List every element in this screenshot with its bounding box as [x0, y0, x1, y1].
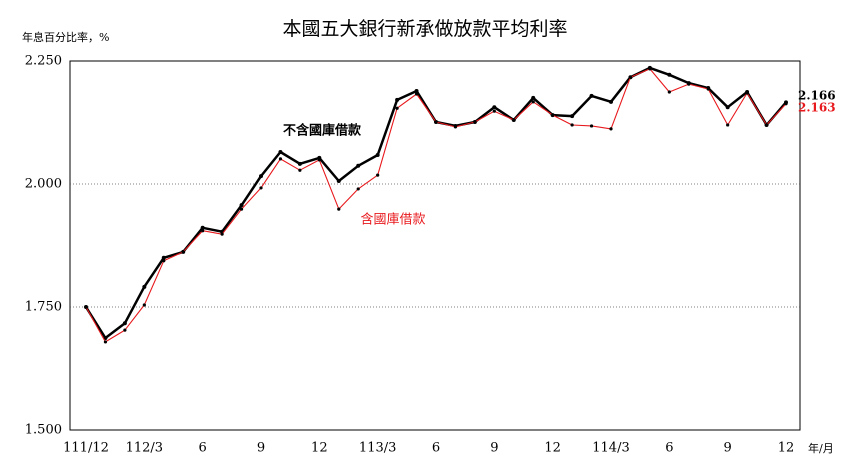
data-point: [764, 123, 769, 127]
y-tick-label: 2.000: [25, 177, 62, 192]
data-point: [123, 328, 127, 332]
x-tick-label: 113/3: [359, 441, 396, 456]
data-point: [375, 152, 380, 157]
series-label: 含國庫借款: [360, 212, 425, 228]
data-point: [181, 250, 185, 254]
data-point: [453, 125, 458, 129]
data-point: [570, 123, 574, 127]
data-point: [161, 255, 166, 260]
data-point: [648, 67, 652, 71]
data-point: [492, 109, 496, 113]
data-point: [337, 207, 341, 211]
data-point: [609, 127, 613, 131]
data-point: [142, 284, 147, 289]
x-tick-label: 6: [665, 441, 673, 456]
data-point: [492, 105, 497, 110]
data-point: [122, 321, 127, 326]
data-point: [259, 186, 263, 190]
x-tick-label: 9: [257, 441, 265, 456]
data-point: [395, 106, 399, 110]
data-point: [531, 100, 535, 104]
data-point: [376, 173, 380, 177]
chart-title: 本國五大銀行新承做放款平均利率: [282, 18, 567, 40]
data-point: [414, 92, 419, 96]
x-tick-label: 9: [490, 441, 498, 456]
series-line: [85, 68, 787, 343]
data-point: [298, 168, 302, 172]
data-point: [201, 229, 205, 233]
data-point: [589, 124, 594, 128]
data-point: [473, 120, 477, 124]
plot-frame: [69, 60, 801, 431]
x-tick-label: 6: [432, 441, 440, 456]
data-point: [200, 225, 205, 230]
data-point: [356, 187, 360, 191]
data-point: [628, 75, 633, 79]
x-tick-label: 114/3: [592, 441, 629, 456]
data-point: [745, 91, 749, 95]
x-tick-label: 112/3: [126, 441, 163, 456]
data-point: [414, 89, 419, 94]
data-point: [667, 90, 671, 94]
data-point: [784, 102, 788, 106]
data-point: [259, 174, 263, 179]
data-point: [162, 259, 166, 263]
data-point: [687, 82, 691, 86]
value-label: 2.166: [798, 89, 836, 103]
data-point: [531, 95, 536, 100]
x-tick-label: 6: [199, 441, 207, 456]
x-tick-label: 9: [724, 441, 732, 456]
y-tick-label: 2.250: [25, 54, 62, 69]
series-label: 不含國庫借款: [283, 123, 362, 139]
data-point: [512, 118, 516, 122]
data-point: [239, 203, 244, 208]
data-point: [278, 157, 283, 161]
data-point: [551, 113, 555, 117]
data-point: [706, 87, 710, 91]
data-point: [220, 232, 224, 236]
data-point: [317, 158, 321, 162]
x-tick-label: 111/12: [63, 441, 109, 456]
x-tick-label: 12: [311, 441, 328, 456]
data-point: [356, 163, 361, 168]
data-point: [142, 303, 146, 307]
data-point: [434, 120, 438, 124]
x-tick-label: 12: [778, 441, 795, 456]
data-point: [725, 105, 730, 110]
data-point: [84, 305, 88, 309]
x-tick-label: 12: [544, 441, 561, 456]
data-point: [239, 207, 244, 211]
y-tick-label: 1.500: [25, 423, 62, 438]
y-tick-label: 1.750: [25, 300, 62, 315]
data-point: [667, 72, 672, 77]
data-point: [609, 99, 613, 104]
y-axis-label: 年息百分比率，%: [22, 30, 109, 44]
data-point: [103, 340, 108, 344]
data-point: [103, 335, 108, 340]
series-line: [84, 66, 787, 340]
value-label: 2.163: [798, 101, 836, 115]
data-point: [726, 123, 730, 127]
data-point: [336, 179, 341, 184]
data-point: [278, 150, 283, 155]
x-axis-label: 年/月: [808, 441, 834, 455]
data-point: [395, 97, 400, 102]
data-point: [297, 161, 302, 166]
data-point: [589, 93, 594, 98]
data-point: [570, 114, 575, 119]
